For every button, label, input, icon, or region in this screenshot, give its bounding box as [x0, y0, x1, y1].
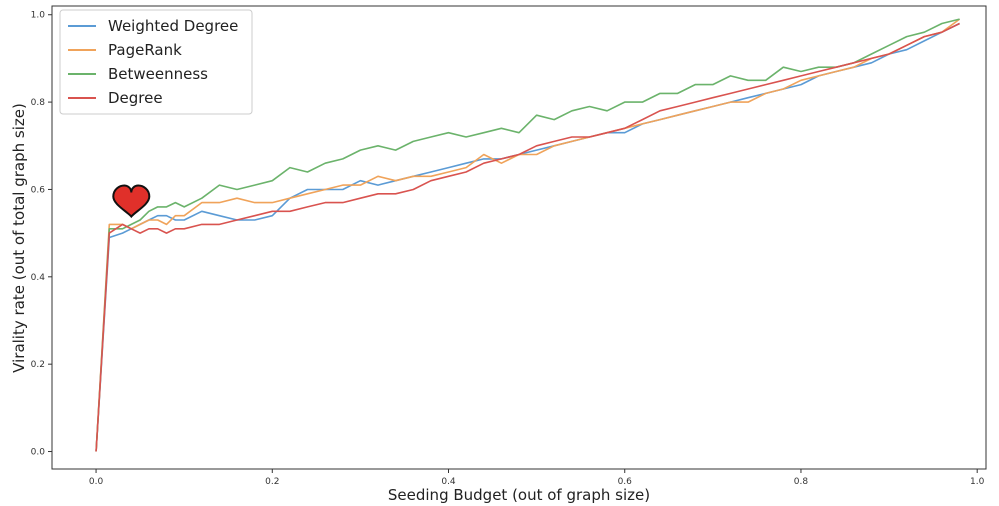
x-axis-label: Seeding Budget (out of graph size): [388, 486, 650, 504]
series-line-degree: [95, 22, 960, 452]
y-tick-label: 0.2: [31, 360, 45, 370]
legend-label: Betweenness: [108, 65, 208, 83]
x-tick-label: 0.2: [265, 477, 279, 487]
series-line-betweenness: [95, 18, 960, 452]
legend-label: Weighted Degree: [108, 17, 238, 35]
x-tick-label: 1.0: [970, 477, 985, 487]
series-line-pagerank: [95, 18, 961, 452]
heart-icon: [112, 184, 151, 219]
x-tick-label: 0.8: [794, 477, 809, 487]
series-lines: [95, 18, 961, 452]
x-tick-label: 0.4: [441, 477, 456, 487]
x-tick-label: 0.6: [618, 477, 633, 487]
y-tick-label: 1.0: [31, 11, 46, 21]
y-tick-label: 0.4: [31, 273, 46, 283]
y-tick-label: 0.0: [31, 448, 46, 458]
x-axis-ticks: 0.0 0.2 0.4 0.6 0.8 1.0: [89, 469, 985, 487]
y-tick-label: 0.6: [31, 185, 46, 195]
legend-label: Degree: [108, 89, 163, 107]
legend: Weighted Degree PageRank Betweenness Degree: [59, 9, 253, 115]
y-tick-label: 0.8: [31, 98, 46, 108]
legend-box: [59, 9, 253, 115]
annotation-layer: [112, 184, 151, 219]
x-tick-label: 0.0: [89, 477, 104, 487]
legend-label: PageRank: [108, 41, 182, 59]
y-axis-label: Virality rate (out of total graph size): [10, 103, 28, 373]
y-axis-ticks: 0.0 0.2 0.4 0.6 0.8 1.0: [31, 11, 52, 458]
